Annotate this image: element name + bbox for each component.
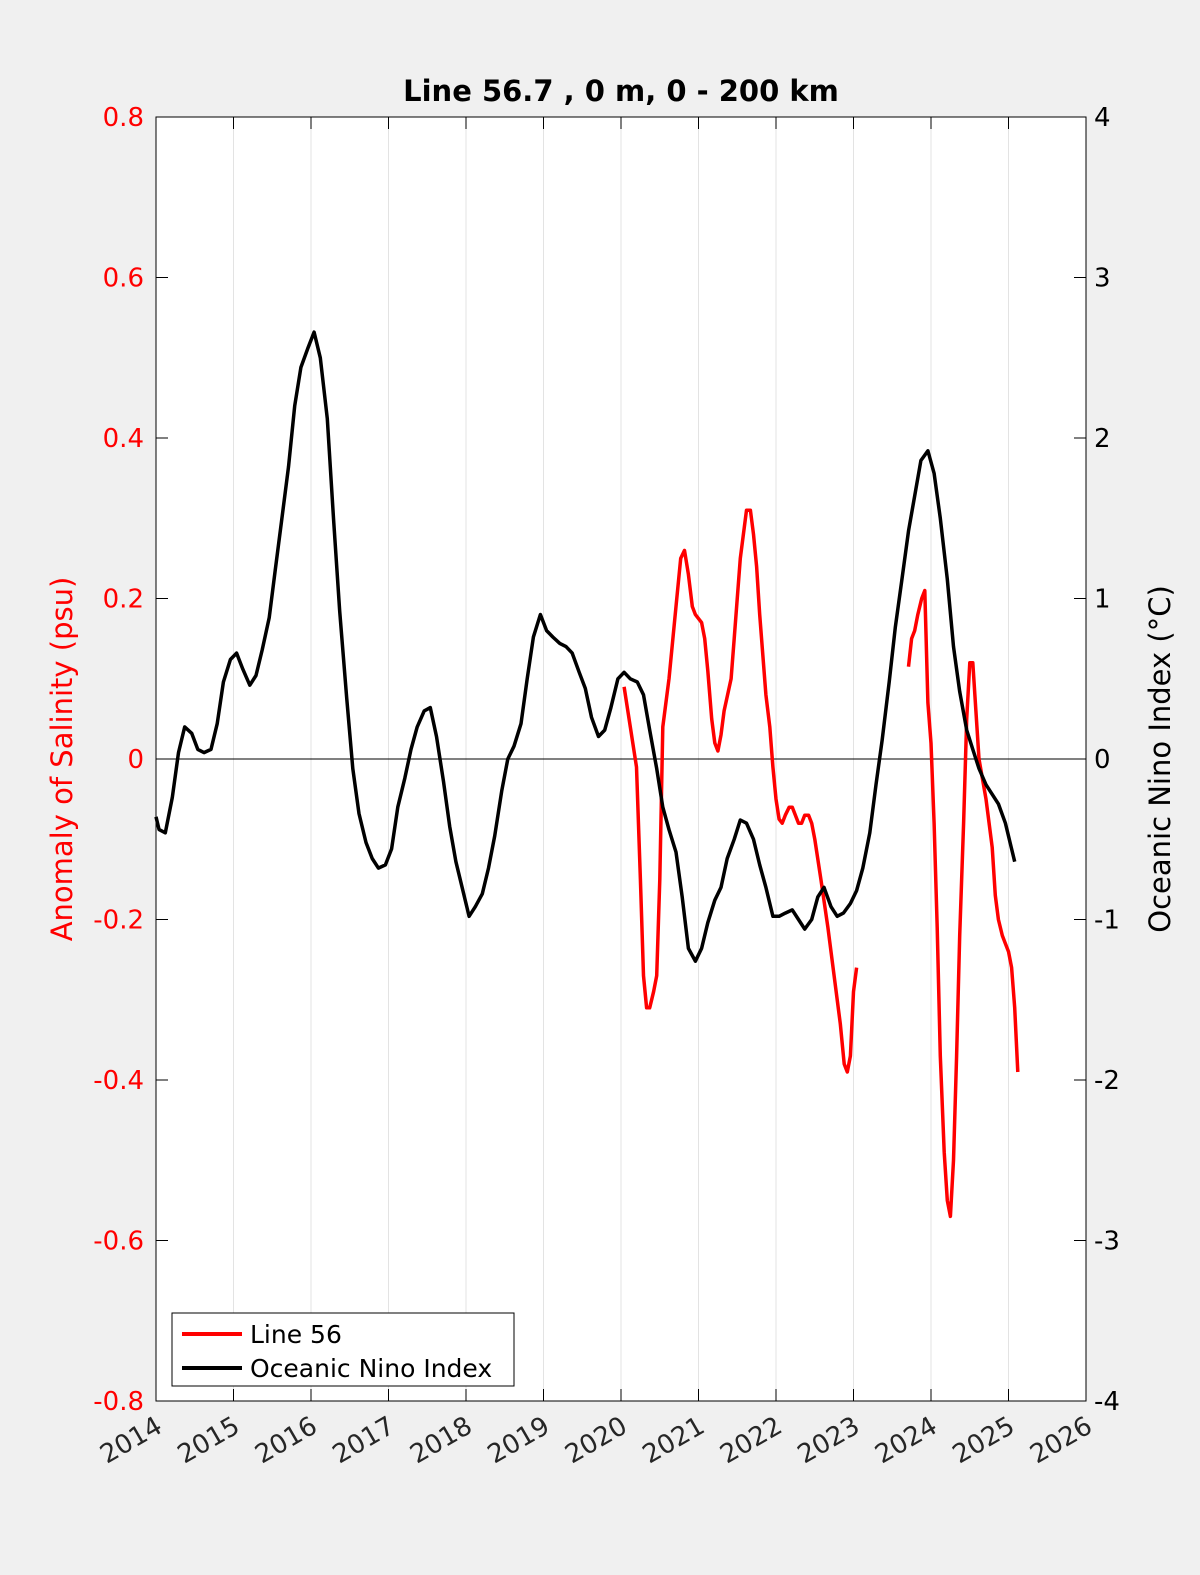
- y-right-tick-label: 2: [1094, 424, 1111, 454]
- y-left-tick-label: 0.8: [103, 103, 144, 133]
- y-right-tick-label: -2: [1094, 1066, 1120, 1096]
- y-right-tick-label: -3: [1094, 1227, 1120, 1257]
- y-right-tick-label: 0: [1094, 745, 1111, 775]
- y-left-tick-label: -0.2: [93, 906, 144, 936]
- y-axis-label-left: Anomaly of Salinity (psu): [45, 577, 79, 942]
- y-axis-label-right: Oceanic Nino Index (°C): [1143, 585, 1177, 933]
- legend: Line 56 Oceanic Nino Index: [171, 1312, 515, 1387]
- y-left-tick-label: 0.4: [103, 424, 144, 454]
- y-left-tick-label: 0.6: [103, 264, 144, 294]
- y-right-tick-label: 4: [1094, 103, 1111, 133]
- legend-box: [171, 1312, 515, 1387]
- series-oceanic-nino-index: [154, 330, 1017, 963]
- y-right-tick-label: 1: [1094, 585, 1111, 615]
- legend-label-line-56: Line 56: [250, 1320, 342, 1349]
- y-left-tick-label: -0.4: [93, 1066, 144, 1096]
- legend-label-oni: Oceanic Nino Index: [250, 1354, 492, 1383]
- series-lines: [154, 330, 1020, 1219]
- chart-title: Line 56.7 , 0 m, 0 - 200 km: [403, 74, 839, 108]
- y-left-tick-label: 0.2: [103, 585, 144, 615]
- y-left-tick-label: 0: [127, 745, 144, 775]
- y-right-tick-label: -1: [1094, 906, 1120, 936]
- series-line-56: [906, 588, 1020, 1219]
- y-left-tick-label: -0.8: [93, 1387, 144, 1417]
- y-right-tick-label: -4: [1094, 1387, 1120, 1417]
- series-line-56: [622, 508, 859, 1074]
- y-right-tick-label: 3: [1094, 264, 1111, 294]
- y-left-tick-label: -0.6: [93, 1227, 144, 1257]
